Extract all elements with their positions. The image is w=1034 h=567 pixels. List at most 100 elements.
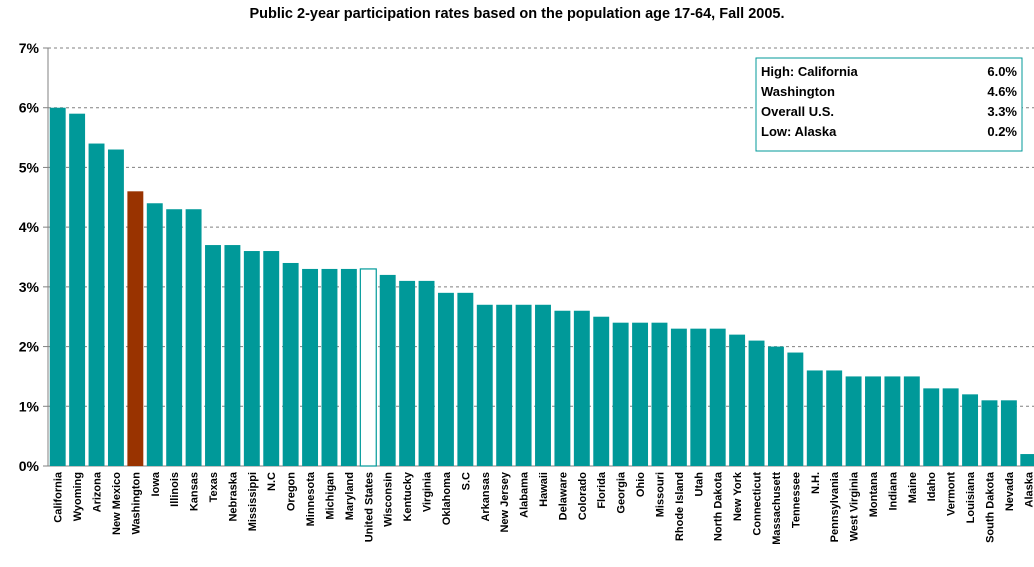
bar — [981, 400, 998, 466]
bar — [224, 245, 241, 466]
bar — [903, 376, 920, 466]
y-tick-label: 1% — [19, 398, 40, 414]
bar — [359, 268, 377, 467]
bar — [185, 209, 202, 466]
x-tick-label: Nevada — [1004, 471, 1016, 511]
bar — [942, 388, 959, 466]
x-tick-label: Tennessee — [790, 472, 802, 528]
x-tick-label: Minnesota — [305, 471, 317, 526]
x-tick-label: United States — [363, 472, 375, 542]
x-tick-label: Michigan — [324, 472, 336, 520]
y-tick-label: 5% — [19, 159, 40, 175]
x-tick-label: Massachusett — [771, 472, 783, 545]
bar — [690, 328, 707, 466]
x-tick-label: Pennsylvania — [829, 471, 841, 542]
x-tick-label: Indiana — [887, 471, 899, 510]
bar — [166, 209, 183, 466]
bar — [243, 251, 260, 466]
x-tick-label: Mississippi — [247, 472, 259, 531]
legend-row-value: 3.3% — [987, 104, 1017, 119]
bar — [865, 376, 881, 466]
bar — [884, 376, 901, 466]
x-tick-label: N.C — [266, 472, 278, 491]
x-tick-label: Iowa — [150, 471, 162, 496]
y-tick-label: 0% — [19, 458, 40, 474]
bar — [263, 251, 280, 466]
x-tick-label: Arkansas — [480, 472, 492, 522]
x-tick-label: Virginia — [422, 471, 434, 512]
bar — [632, 322, 649, 466]
x-tick-label: Illinois — [169, 472, 181, 507]
x-tick-label: West Virginia — [849, 471, 861, 541]
x-tick-label: S.C — [460, 472, 472, 490]
x-tick-label: Arizona — [92, 471, 104, 512]
bar — [205, 245, 221, 466]
bar — [321, 268, 338, 466]
legend-row-label: Low: Alaska — [761, 124, 837, 139]
x-tick-label: N.H. — [810, 472, 822, 494]
x-tick-label: Washington — [130, 472, 142, 535]
x-tick-label: Louisiana — [965, 471, 977, 523]
bar — [340, 268, 357, 466]
y-tick-label: 6% — [19, 100, 40, 116]
x-tick-label: Florida — [596, 471, 608, 509]
bar — [806, 370, 823, 466]
y-tick-label: 4% — [19, 219, 40, 235]
bar — [670, 328, 687, 466]
bar — [127, 191, 144, 467]
bar — [1020, 454, 1034, 466]
x-tick-label: Utah — [693, 472, 705, 497]
bar — [651, 322, 668, 466]
bar — [476, 304, 493, 466]
x-tick-label: Alaska — [1023, 471, 1034, 507]
x-tick-label: Oklahoma — [441, 471, 453, 525]
bar — [515, 304, 532, 466]
bar — [1000, 400, 1017, 466]
x-tick-label: Oregon — [286, 472, 298, 511]
bar — [535, 304, 551, 466]
x-tick-label: Idaho — [926, 472, 938, 502]
bar — [573, 310, 590, 466]
x-tick-label: Maine — [907, 472, 919, 503]
legend-row-value: 4.6% — [987, 84, 1017, 99]
x-tick-label: New York — [732, 471, 744, 521]
x-tick-label: Nebraska — [227, 471, 239, 521]
x-tick-label: Vermont — [946, 472, 958, 516]
legend-box — [755, 57, 1023, 152]
legend-row-label: High: California — [761, 64, 859, 79]
bar — [457, 292, 474, 466]
x-tick-label: Colorado — [577, 472, 589, 521]
bar — [593, 316, 610, 466]
legend-row-label: Overall U.S. — [761, 104, 834, 119]
x-tick-label: California — [53, 471, 65, 523]
bar — [612, 322, 629, 466]
bar — [146, 203, 163, 466]
x-tick-label: Alabama — [519, 471, 531, 518]
x-tick-label: New Jersey — [499, 471, 511, 532]
bar — [107, 149, 124, 466]
x-tick-label: North Dakota — [713, 471, 725, 541]
bar — [923, 388, 940, 466]
bar — [399, 280, 416, 466]
bar — [69, 113, 86, 466]
bar — [418, 280, 435, 466]
x-tick-label: Wisconsin — [383, 472, 395, 527]
x-tick-label: Ohio — [635, 472, 647, 497]
legend-row-label: Washington — [761, 84, 835, 99]
x-tick-label: Georgia — [616, 471, 628, 513]
bar — [49, 107, 66, 466]
x-tick-label: New Mexico — [111, 472, 123, 535]
x-tick-label: Rhode Island — [674, 472, 686, 541]
bar — [437, 292, 454, 466]
x-tick-label: South Dakota — [984, 471, 996, 543]
bar — [962, 394, 979, 466]
bar — [379, 274, 396, 466]
bar — [554, 310, 571, 466]
x-tick-label: Hawaii — [538, 472, 550, 507]
bar — [748, 340, 765, 466]
bar — [88, 143, 105, 467]
x-tick-label: Connecticut — [752, 472, 764, 536]
x-tick-label: Delaware — [557, 472, 569, 520]
x-tick-label: Missouri — [654, 472, 666, 517]
